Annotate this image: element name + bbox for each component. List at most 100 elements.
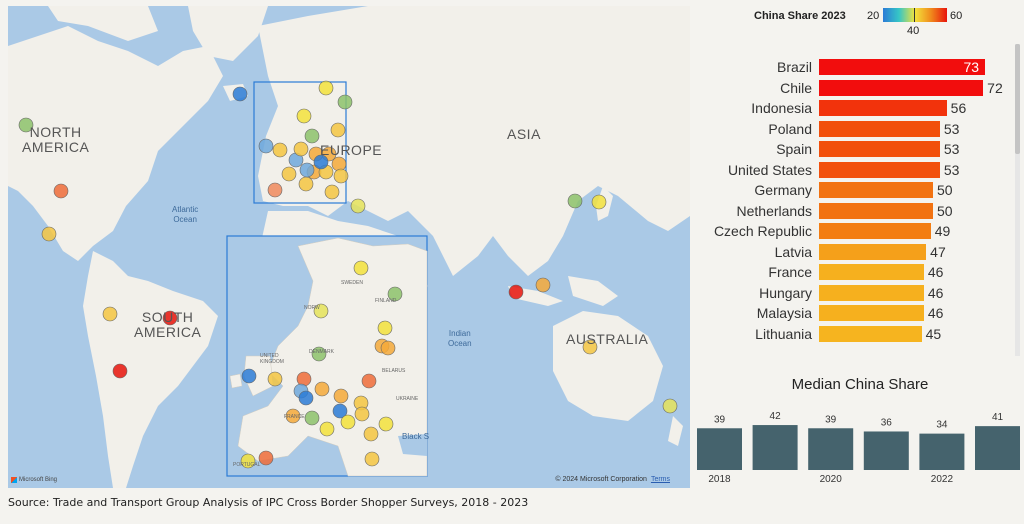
country-marker[interactable] <box>508 284 524 300</box>
country-marker[interactable] <box>330 122 346 138</box>
bar[interactable] <box>819 120 940 137</box>
map-view[interactable]: NORTH AMERICA SOUTH AMERICA EUROPE ASIA … <box>8 6 690 488</box>
terms-link[interactable]: Terms <box>650 476 670 483</box>
bar-row[interactable]: Poland 53 <box>696 119 1012 139</box>
bar-row[interactable]: Germany 50 <box>696 180 1012 200</box>
bar-chart-scrollbar[interactable] <box>1015 44 1020 356</box>
bar-row[interactable]: Lithuania 45 <box>696 324 1012 344</box>
bar-row[interactable]: Czech Republic 49 <box>696 221 1012 241</box>
country-marker[interactable] <box>298 390 314 406</box>
country-marker[interactable] <box>299 162 315 178</box>
country-marker[interactable] <box>380 340 396 356</box>
bar-value-label: 47 <box>930 243 946 260</box>
country-marker[interactable] <box>258 450 274 466</box>
country-marker[interactable] <box>18 117 34 133</box>
country-marker[interactable] <box>340 414 356 430</box>
bar[interactable] <box>819 325 922 342</box>
country-marker[interactable] <box>591 194 607 210</box>
median-bar[interactable] <box>752 425 798 470</box>
bar-category-label: Chile <box>780 79 812 96</box>
country-marker[interactable] <box>319 421 335 437</box>
bar-row[interactable]: Brazil 73 <box>696 57 1012 77</box>
country-marker[interactable] <box>535 277 551 293</box>
country-marker[interactable] <box>324 184 340 200</box>
country-marker[interactable] <box>354 406 370 422</box>
country-marker[interactable] <box>361 373 377 389</box>
country-marker[interactable] <box>331 156 347 172</box>
country-marker[interactable] <box>241 368 257 384</box>
country-marker[interactable] <box>662 398 678 414</box>
bar[interactable] <box>819 59 986 75</box>
country-marker[interactable] <box>364 451 380 467</box>
country-marker[interactable] <box>296 371 312 387</box>
scrollbar-thumb[interactable] <box>1015 44 1020 154</box>
country-marker[interactable] <box>162 310 178 326</box>
country-marker[interactable] <box>258 138 274 154</box>
bar[interactable] <box>819 264 924 280</box>
country-marker[interactable] <box>387 286 403 302</box>
country-marker[interactable] <box>353 260 369 276</box>
bar-row[interactable]: Spain 53 <box>696 139 1012 159</box>
country-marker[interactable] <box>298 176 314 192</box>
bar[interactable] <box>819 202 933 219</box>
median-bar[interactable] <box>975 426 1020 470</box>
bar[interactable] <box>819 182 933 198</box>
bar[interactable] <box>819 223 931 239</box>
country-marker[interactable] <box>285 408 301 424</box>
country-marker[interactable] <box>313 303 329 319</box>
bar-row[interactable]: Latvia 47 <box>696 242 1012 262</box>
bar-row[interactable]: Malaysia 46 <box>696 303 1012 323</box>
country-marker[interactable] <box>267 371 283 387</box>
country-bar-chart[interactable]: Brazil 73 Chile 72 Indonesia 56 Poland 53 Spain 5… <box>696 44 1012 356</box>
country-marker[interactable] <box>582 339 598 355</box>
country-marker[interactable] <box>377 320 393 336</box>
country-marker[interactable] <box>332 403 348 419</box>
country-marker[interactable] <box>311 346 327 362</box>
bar-category-label: Lithuania <box>755 325 812 342</box>
median-bar[interactable] <box>919 433 965 470</box>
bar[interactable] <box>819 243 927 260</box>
median-bar[interactable] <box>697 428 742 470</box>
label-denmark: DENMARK <box>309 349 335 355</box>
country-marker[interactable] <box>567 193 583 209</box>
country-marker[interactable] <box>304 410 320 426</box>
bar[interactable] <box>819 100 947 116</box>
bar[interactable] <box>819 305 924 321</box>
country-marker[interactable] <box>112 363 128 379</box>
median-bar[interactable] <box>808 428 854 470</box>
country-marker[interactable] <box>293 141 309 157</box>
country-marker[interactable] <box>102 306 118 322</box>
country-marker[interactable] <box>272 142 288 158</box>
bar[interactable] <box>819 161 940 178</box>
legend-mid-marker <box>914 8 915 22</box>
bar-row[interactable]: Chile 72 <box>696 78 1012 98</box>
country-marker[interactable] <box>337 94 353 110</box>
median-bar[interactable] <box>863 431 909 470</box>
country-marker[interactable] <box>296 108 312 124</box>
country-marker[interactable] <box>240 453 256 469</box>
country-marker[interactable] <box>333 388 349 404</box>
country-marker[interactable] <box>350 198 366 214</box>
label-france: FRANCE <box>284 414 305 420</box>
country-marker[interactable] <box>363 426 379 442</box>
country-marker[interactable] <box>41 226 57 242</box>
country-marker[interactable] <box>333 168 349 184</box>
country-marker[interactable] <box>232 86 248 102</box>
country-marker[interactable] <box>53 183 69 199</box>
bar-category-label: France <box>768 264 812 280</box>
country-marker[interactable] <box>304 128 320 144</box>
country-marker[interactable] <box>313 154 329 170</box>
bar-row[interactable]: Indonesia 56 <box>696 98 1012 118</box>
country-marker[interactable] <box>318 80 334 96</box>
country-marker[interactable] <box>281 166 297 182</box>
bar-row[interactable]: United States 53 <box>696 160 1012 180</box>
bar-row[interactable]: Netherlands 50 <box>696 201 1012 221</box>
country-marker[interactable] <box>314 381 330 397</box>
bar[interactable] <box>819 79 984 96</box>
country-marker[interactable] <box>378 416 394 432</box>
bar-row[interactable]: France 46 <box>696 262 1012 282</box>
bar[interactable] <box>819 284 924 301</box>
bar[interactable] <box>819 141 940 157</box>
country-marker[interactable] <box>267 182 283 198</box>
bar-row[interactable]: Hungary 46 <box>696 283 1012 303</box>
